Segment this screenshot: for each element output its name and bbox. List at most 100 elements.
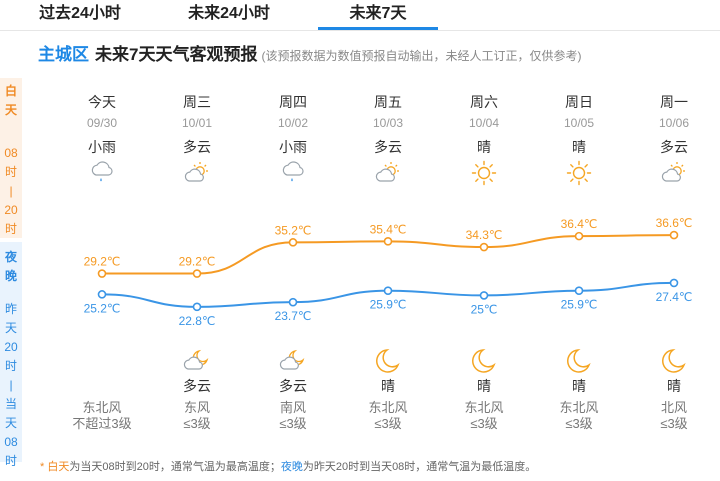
day-date: 10/05 [563, 116, 595, 130]
nighttime-label: 夜晚 昨天 20 时 | 当天 08 时 [0, 242, 22, 468]
cloudy-day-icon [353, 160, 423, 184]
low-temp-point [192, 302, 202, 312]
day-condition: 小雨 [279, 139, 307, 155]
day-date: 09/30 [86, 116, 118, 130]
night-condition: 晴 [572, 378, 586, 394]
nighttime-range: 昨天 20 时 | 当天 08 时 [4, 302, 18, 468]
forecast-disclaimer: (该预报数据为数值预报自动输出，未经人工订正，仅供参考) [261, 49, 582, 63]
tab-past-24h[interactable]: 过去24小时 [39, 5, 121, 22]
low-temp-label: 25.2℃ [84, 301, 121, 315]
wind-level: ≤3级 [374, 416, 402, 431]
page-title: 未来7天天气客观预报 [95, 45, 258, 64]
high-temp-point [383, 237, 393, 246]
day-condition: 多云 [183, 139, 211, 155]
footer-note: * 白天为当天08时到20时，通常气温为最高温度；夜晚为昨天20时到当天08时，… [40, 461, 537, 473]
low-temp-point [479, 291, 489, 300]
low-temp-label: 22.8℃ [179, 314, 216, 325]
high-temp-label: 34.3℃ [466, 228, 503, 242]
high-temp-point [192, 269, 202, 278]
low-temp-point [97, 290, 107, 299]
wind-direction: 南风 [279, 400, 306, 415]
night-condition: 多云 [279, 378, 307, 394]
period-legend-bar: 白天 08 时 | 20 时 夜晚 昨天 20 时 | 当天 08 时 [0, 78, 22, 468]
low-temp-point [288, 297, 298, 307]
moon-icon [639, 348, 709, 374]
day-weekday: 周一 [660, 94, 688, 110]
daytime-range: 08 时 | 20 时 [4, 146, 18, 236]
temperature-chart: 29.2℃ 29.2℃ 35.2℃ 35.4℃ 34.3℃ 36.4℃ 36.6℃ 25.2℃… [84, 216, 693, 325]
wind-direction: 东北风 [82, 400, 122, 415]
high-temp-point [479, 242, 489, 252]
low-temp-label: 25.9℃ [370, 298, 407, 312]
footer-day-word: 白天 [47, 461, 70, 473]
forecast-header: 主城区 未来7天天气客观预报 (该预报数据为数值预报自动输出，未经人工订正，仅供参考… [38, 40, 581, 64]
day-weekday: 周五 [374, 94, 402, 110]
low-temp-label: 23.7℃ [275, 309, 312, 323]
day-weekday: 周六 [470, 94, 498, 110]
high-temp-label: 36.6℃ [656, 216, 693, 230]
wind-direction: 东风 [183, 400, 210, 415]
high-temp-point [574, 231, 584, 241]
day-date: 10/02 [277, 116, 309, 130]
wind-level: ≤3级 [470, 416, 498, 431]
day-condition: 晴 [572, 139, 586, 155]
day-condition: 小雨 [88, 139, 116, 155]
night-condition: 多云 [183, 378, 211, 394]
sun-icon [544, 160, 614, 186]
day-date: 10/04 [468, 116, 500, 130]
high-temp-point [288, 238, 298, 247]
cloudy-day-icon [639, 160, 709, 184]
wind-level: ≤3级 [565, 416, 593, 431]
wind-level: 不超过3级 [72, 416, 132, 431]
wind-direction: 东北风 [464, 400, 504, 415]
tab-bar: 过去24小时 未来24小时 未来7天 [0, 0, 720, 31]
wind-direction: 东北风 [368, 400, 408, 415]
low-temp-label: 27.4℃ [656, 290, 693, 304]
day-weekday: 周三 [183, 94, 211, 110]
tab-next-24h[interactable]: 未来24小时 [188, 5, 270, 22]
day-weekday: 今天 [88, 94, 116, 110]
cloudy-night-icon [258, 348, 328, 372]
wind-level: ≤3级 [660, 416, 688, 431]
cloudy-night-icon [162, 348, 232, 372]
low-temp-point [383, 286, 393, 296]
wind-direction: 东北风 [559, 400, 599, 415]
light-rain-icon [258, 160, 328, 184]
day-date: 10/06 [658, 116, 690, 130]
sun-icon [449, 160, 519, 186]
high-temp-label: 35.2℃ [275, 223, 312, 237]
night-condition: 晴 [381, 378, 395, 394]
day-weekday: 周日 [565, 94, 593, 110]
low-temp-label: 25℃ [471, 302, 498, 316]
moon-icon [353, 348, 423, 374]
city-name: 主城区 [38, 45, 89, 64]
daytime-title: 白天 [4, 84, 17, 117]
wind-level: ≤3级 [279, 416, 307, 431]
day-weekday: 周四 [279, 94, 307, 110]
day-condition: 晴 [477, 139, 491, 155]
wind-level: ≤3级 [183, 416, 211, 431]
high-temp-label: 29.2℃ [179, 255, 216, 269]
footer-night-word: 夜晚 [280, 461, 303, 473]
low-temp-point [574, 286, 584, 296]
moon-icon [449, 348, 519, 374]
light-rain-icon [67, 160, 137, 184]
low-temp-point [669, 278, 679, 288]
day-condition: 多云 [374, 139, 402, 155]
footer-day-text: 为当天08时到20时，通常气温为最高温度； [69, 461, 281, 473]
night-condition: 晴 [667, 378, 681, 394]
tab-next-7-days[interactable]: 未来7天 [318, 2, 438, 30]
high-temp-point [97, 269, 107, 278]
night-condition: 晴 [477, 378, 491, 394]
nighttime-title: 夜晚 [4, 250, 17, 283]
day-date: 10/01 [181, 116, 213, 130]
day-condition: 多云 [660, 139, 688, 155]
moon-icon [544, 348, 614, 374]
cloudy-day-icon [162, 160, 232, 184]
high-temp-point [669, 230, 679, 240]
high-temp-label: 29.2℃ [84, 255, 121, 269]
wind-direction: 北风 [660, 400, 687, 415]
high-temp-label: 35.4℃ [370, 222, 407, 236]
daytime-label: 白天 08 时 | 20 时 [0, 78, 22, 238]
footer-night-text: 为昨天20时到当天08时，通常气温为最低温度。 [302, 461, 537, 473]
